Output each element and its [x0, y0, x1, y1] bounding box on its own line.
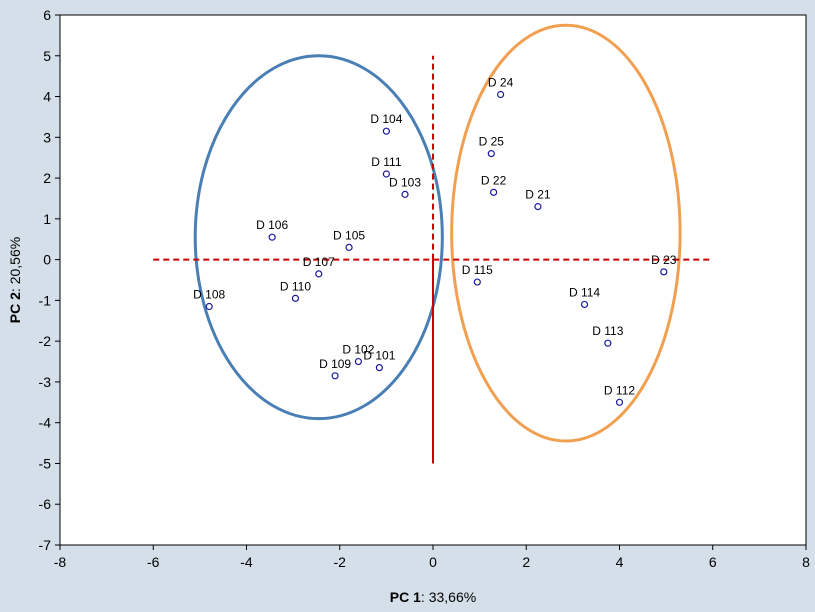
y-tick-label: -4: [39, 415, 52, 431]
point-label: D 111: [371, 155, 402, 169]
data-point: [473, 278, 481, 286]
x-axis-title: PC 1: 33,66%: [390, 589, 476, 605]
point-label: D 115: [462, 263, 493, 277]
x-tick-label: -6: [147, 554, 160, 570]
x-axis-title-rest: : 33,66%: [421, 589, 476, 605]
y-tick-label: 1: [43, 211, 51, 227]
data-point: [291, 294, 300, 302]
point-label: D 113: [592, 324, 623, 338]
data-point: [660, 268, 668, 276]
point-label: D 109: [319, 357, 351, 371]
x-tick-label: -2: [334, 554, 347, 570]
y-tick-label: -6: [39, 496, 52, 512]
data-point: [268, 233, 276, 241]
x-tick-label: 8: [802, 554, 810, 570]
y-tick-label: -2: [39, 333, 52, 349]
point-label: D 102: [342, 343, 374, 357]
ellipse-left-group: [193, 54, 444, 421]
x-tick-label: 4: [616, 554, 624, 570]
y-tick-label: 3: [43, 129, 51, 145]
point-label: D 108: [193, 288, 225, 302]
point-label: D 21: [525, 188, 551, 202]
x-tick-label: -4: [240, 554, 253, 570]
point-label: D 24: [488, 76, 514, 90]
x-tick-label: 2: [522, 554, 530, 570]
ellipse-right-group: [450, 23, 682, 443]
point-label: D 107: [303, 255, 335, 269]
data-point: [382, 170, 390, 178]
y-tick-label: -5: [39, 455, 52, 471]
data-point: [354, 357, 362, 366]
y-tick-label: 6: [43, 7, 51, 23]
y-tick-label: 2: [43, 170, 51, 186]
y-tick-label: -7: [39, 537, 52, 553]
data-point: [615, 398, 624, 406]
point-label: D 112: [604, 383, 635, 397]
data-point: [534, 203, 542, 211]
data-point: [382, 127, 390, 135]
point-label: D 22: [481, 173, 507, 187]
reference-lines: [153, 55, 713, 464]
y-axis-ticks: -7 -6 -5 -4 -3 -2 -1 0 1 2 3 4 5 6: [39, 7, 60, 553]
point-label: D 101: [363, 349, 395, 363]
y-tick-label: 5: [43, 48, 51, 64]
point-label: D 106: [256, 218, 288, 232]
y-axis-title-bold: PC 2: [7, 292, 23, 323]
y-tick-label: 0: [43, 252, 51, 268]
data-point: [205, 302, 213, 311]
x-tick-label: -8: [54, 554, 67, 570]
data-point: [580, 300, 589, 309]
point-label: D 23: [651, 253, 677, 267]
y-tick-label: 4: [43, 89, 51, 105]
x-tick-label: 0: [429, 554, 437, 570]
y-axis-title: PC 2: 20,56%: [7, 237, 23, 323]
point-label: D 25: [479, 135, 505, 149]
point-label: D 103: [389, 175, 421, 189]
point-label: D 104: [370, 112, 402, 126]
group-ellipses: [193, 23, 682, 443]
data-point: [487, 150, 495, 158]
data-point: [315, 270, 323, 278]
x-axis-ticks: -8 -6 -4 -2 0 2 4 6 8: [54, 545, 810, 570]
point-label: D 105: [333, 228, 365, 242]
y-axis-title-rest: : 20,56%: [7, 237, 23, 292]
point-label: D 114: [569, 285, 600, 299]
data-point: [331, 372, 339, 380]
y-tick-label: -3: [39, 374, 52, 390]
data-point: [497, 90, 505, 99]
data-point: [604, 339, 612, 347]
data-point: [345, 243, 353, 251]
x-tick-label: 6: [709, 554, 717, 570]
data-point: [401, 190, 409, 198]
data-points: D 24 D 25 D 22 D 21 D 23 D 115 D 114 D 113 D 112…: [193, 76, 677, 406]
point-label: D 110: [280, 279, 311, 293]
x-axis-title-bold: PC 1: [390, 589, 421, 605]
data-point: [490, 188, 498, 196]
y-tick-label: -1: [39, 292, 52, 308]
data-point: [375, 364, 383, 372]
